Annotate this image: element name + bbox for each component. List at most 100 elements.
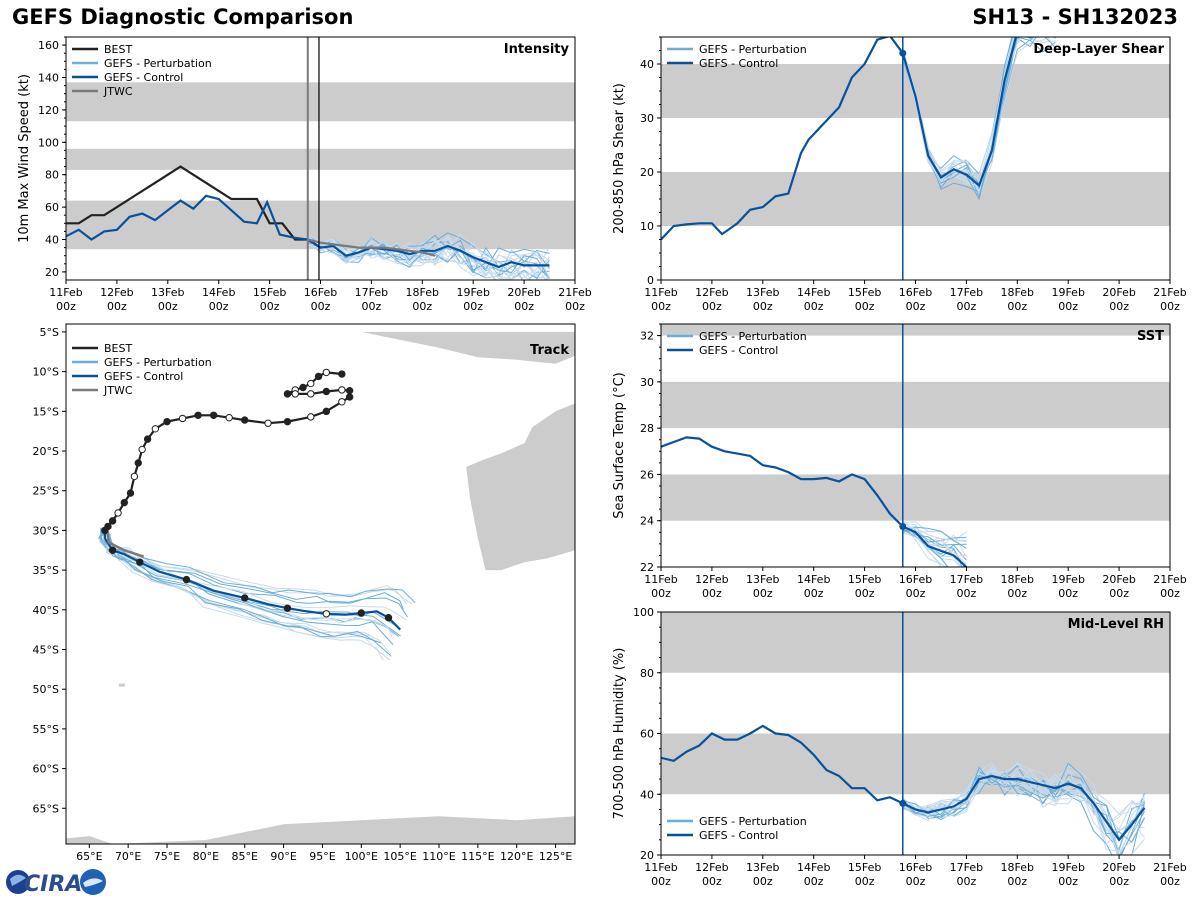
y-tick-label: 65°S: [33, 802, 59, 815]
x-tick-label: 19Feb: [1051, 286, 1084, 299]
legend-label: GEFS - Control: [104, 71, 183, 84]
x-tick-sublabel: 00z: [158, 300, 178, 313]
track-point-marker: [314, 372, 323, 381]
track-point-marker: [307, 413, 315, 421]
track-point-marker: [299, 383, 307, 392]
y-tick-label: 80: [45, 169, 59, 182]
perturbation-member-line: [307, 238, 550, 274]
y-axis-label: 10m Max Wind Speed (kt): [17, 74, 32, 243]
x-tick-sublabel: 00z: [1160, 587, 1180, 600]
x-tick-sublabel: 00z: [957, 587, 977, 600]
y-tick-label: 10: [640, 220, 654, 233]
x-tick-label: 11Feb: [644, 286, 677, 299]
antarctica-landmass: [66, 816, 575, 844]
x-tick-sublabel: 00z: [651, 875, 671, 888]
panel-title: Intensity: [504, 42, 570, 57]
perturbation-member-line: [307, 241, 550, 279]
x-tick-sublabel: 00z: [1058, 300, 1078, 313]
track-point-marker: [178, 414, 187, 423]
x-tick-sublabel: 00z: [855, 300, 875, 313]
x-tick-label: 14Feb: [797, 861, 830, 874]
track-panel: 65°E 70°E 75°E 80°E 85°E 90°E 95°E 100°E 105°E 11…: [33, 323, 576, 863]
x-tick-sublabel: 00z: [565, 300, 585, 313]
y-tick-label: 60: [45, 201, 59, 214]
figure-title: GEFS Diagnostic Comparison: [12, 5, 354, 29]
legend-label: BEST: [104, 43, 132, 56]
x-tick-sublabel: 00z: [311, 300, 331, 313]
track-point-marker: [384, 614, 393, 622]
control-line: [661, 436, 968, 567]
track-point-marker: [138, 445, 146, 454]
track-point-marker: [163, 417, 171, 426]
x-tick-label: 19Feb: [1051, 861, 1084, 874]
perturbation-track-line: [104, 532, 408, 618]
plot-area: [661, 436, 968, 567]
intensity-band: [661, 474, 1170, 521]
intensity-band: [661, 324, 1170, 336]
x-tick-label: 16Feb: [304, 286, 337, 299]
y-tick-label: 100: [633, 606, 654, 619]
track-point-marker: [338, 398, 346, 406]
x-tick-label: 20Feb: [1102, 573, 1135, 586]
x-tick-sublabel: 00z: [702, 587, 722, 600]
y-axis-label: 200-850 hPa Shear (kt): [612, 83, 627, 234]
track-point-marker: [241, 416, 249, 424]
plot-area: [661, 37, 1056, 241]
x-tick-label: 11Feb: [49, 286, 82, 299]
y-axis-label: 700-500 hPa Humidity (%): [612, 648, 627, 820]
y-tick-label: 20: [640, 849, 654, 862]
x-tick-sublabel: 00z: [1109, 300, 1129, 313]
rh-panel: 2040608010011Feb00z12Feb00z13Feb00z14Feb…: [612, 606, 1187, 888]
y-tick-label: 40°S: [33, 604, 59, 617]
y-tick-label: 80: [640, 667, 654, 680]
x-tick-label: 17Feb: [355, 286, 388, 299]
best-track-line: [66, 165, 322, 249]
y-tick-label: 160: [38, 39, 59, 52]
perturbation-track-line: [104, 530, 413, 605]
intensity-band: [661, 612, 1170, 673]
y-tick-label: 28: [640, 422, 654, 435]
perturbation-track-line: [97, 531, 384, 661]
y-tick-label: 15°S: [33, 405, 59, 418]
x-tick-label: 17Feb: [950, 573, 983, 586]
track-point-marker: [283, 604, 292, 612]
x-tick-label: 16Feb: [899, 861, 932, 874]
track-point-marker: [283, 390, 292, 398]
track-point-marker: [108, 517, 117, 525]
x-tick-label: 12Feb: [695, 286, 728, 299]
cira-logo-text: CIRA: [24, 872, 82, 897]
x-tick-label: 21Feb: [1153, 286, 1186, 299]
intensity-band: [661, 381, 1170, 429]
legend-label: GEFS - Perturbation: [699, 330, 807, 343]
x-tick-label: 11Feb: [644, 573, 677, 586]
intensity-band: [66, 148, 575, 170]
x-tick-label: 20Feb: [1102, 286, 1135, 299]
track-point-marker: [291, 390, 299, 398]
panel-title: Deep-Layer Shear: [1033, 42, 1164, 57]
cloud-icon: [83, 878, 103, 887]
perturbation-member-line: [902, 529, 949, 567]
x-tick-label: 19Feb: [456, 286, 489, 299]
x-tick-sublabel: 00z: [1160, 875, 1180, 888]
y-tick-label: 32: [640, 330, 654, 343]
y-tick-label: 30°S: [33, 524, 59, 537]
x-tick-label: 12Feb: [695, 861, 728, 874]
track-point-marker: [126, 489, 135, 497]
x-tick-sublabel: 00z: [412, 300, 432, 313]
init-point: [899, 49, 907, 57]
y-tick-label: 45°S: [33, 643, 59, 656]
legend-label: JTWC: [103, 85, 133, 98]
shear-panel: 01020304011Feb00z12Feb00z13Feb00z14Feb00…: [612, 36, 1187, 313]
track-point-marker: [307, 379, 315, 388]
y-tick-label: 20°S: [33, 445, 59, 458]
y-tick-label: 0: [647, 274, 654, 287]
track-point-marker: [264, 419, 272, 427]
plot-area: [661, 724, 1146, 855]
track-point-marker: [241, 594, 249, 602]
perturbation-member-line: [902, 524, 967, 546]
perturbation-member-line: [902, 521, 967, 543]
track-point-marker: [345, 393, 354, 401]
x-tick-label: 13Feb: [746, 573, 779, 586]
track-point-marker: [225, 413, 233, 422]
